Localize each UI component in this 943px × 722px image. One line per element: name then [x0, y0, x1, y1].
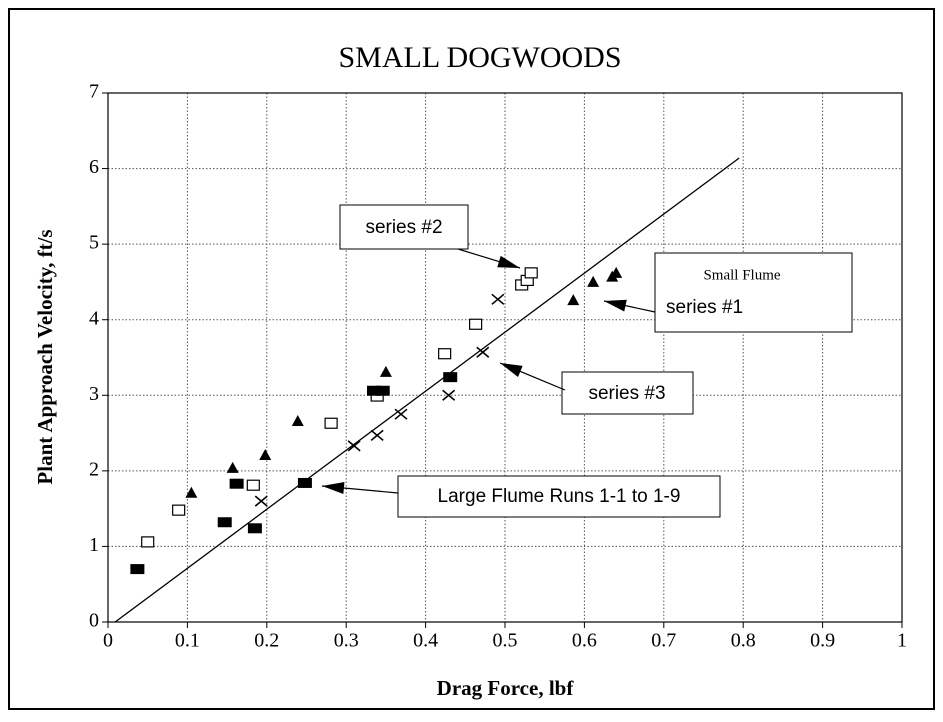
x-tick-label: 0.4 — [413, 630, 438, 652]
x-tick-label: 0.8 — [731, 630, 756, 652]
marker-filled-square — [443, 372, 458, 383]
y-axis-label: Plant Approach Velocity, ft/s — [33, 229, 57, 484]
annotation: series #3 — [588, 383, 665, 404]
plot-area — [107, 92, 903, 623]
marker-open-square — [172, 504, 186, 516]
marker-triangle — [226, 461, 239, 473]
marker-triangle — [259, 448, 272, 460]
x-tick-label: 0 — [103, 630, 113, 652]
trend-line — [114, 157, 740, 623]
x-tick-label: 0.7 — [651, 630, 676, 652]
arrow-head — [604, 299, 627, 312]
marker-cross — [476, 346, 490, 358]
arrow-head — [322, 482, 345, 494]
marker-triangle — [185, 486, 198, 498]
arrow-head — [500, 363, 523, 377]
marker-open-square — [438, 348, 452, 360]
x-tick-label: 0.5 — [493, 630, 518, 652]
chart-title: SMALL DOGWOODS — [338, 41, 621, 74]
x-tick-label: 0.9 — [810, 630, 835, 652]
x-tick-label: 0.1 — [175, 630, 200, 652]
y-tick-label: 5 — [89, 232, 99, 254]
annotation-box — [397, 475, 721, 518]
marker-open-square — [246, 479, 260, 491]
marker-filled-square — [297, 477, 312, 488]
marker-cross — [442, 389, 456, 401]
y-tick-label: 2 — [89, 458, 99, 480]
annotation-box — [654, 252, 853, 333]
marker-triangle — [587, 275, 600, 287]
annotation: series #1 — [666, 297, 743, 318]
x-axis-label: Drag Force, lbf — [437, 676, 575, 700]
x-tick-label: 0.3 — [334, 630, 359, 652]
arrow-head — [497, 255, 520, 268]
x-tick-label: 1 — [897, 630, 907, 652]
marker-open-square — [469, 318, 483, 330]
marker-cross — [394, 408, 408, 420]
marker-triangle — [567, 294, 580, 306]
marker-filled-square — [247, 523, 262, 534]
annotation: Small Flume — [703, 267, 780, 283]
x-tick-label: 0.6 — [572, 630, 597, 652]
marker-triangle — [379, 365, 392, 377]
y-tick-label: 7 — [89, 81, 99, 103]
marker-cross — [491, 293, 505, 305]
marker-triangle — [291, 414, 304, 426]
marker-filled-square — [130, 564, 145, 575]
marker-cross — [347, 440, 361, 452]
annotation: Large Flume Runs 1-1 to 1-9 — [438, 486, 681, 507]
marker-open-square — [324, 417, 338, 429]
y-tick-label: 6 — [89, 156, 99, 178]
y-tick-label: 4 — [89, 307, 99, 329]
marker-open-square — [141, 536, 155, 548]
marker-cross — [370, 429, 384, 441]
marker-open-square — [524, 267, 538, 279]
annotation: series #2 — [365, 217, 442, 238]
y-tick-label: 1 — [89, 534, 99, 556]
marker-cross — [254, 495, 268, 507]
y-tick-label: 0 — [89, 610, 99, 632]
x-tick-label: 0.2 — [254, 630, 279, 652]
annotation-box — [339, 204, 469, 250]
marker-filled-square — [217, 517, 232, 528]
marker-filled-square — [229, 478, 244, 489]
frame — [8, 8, 935, 710]
marker-filled-square — [366, 385, 381, 396]
marker-triangle — [610, 266, 623, 278]
annotation-box — [561, 371, 694, 415]
y-tick-label: 3 — [89, 383, 99, 405]
marker-filled-square — [375, 385, 390, 396]
